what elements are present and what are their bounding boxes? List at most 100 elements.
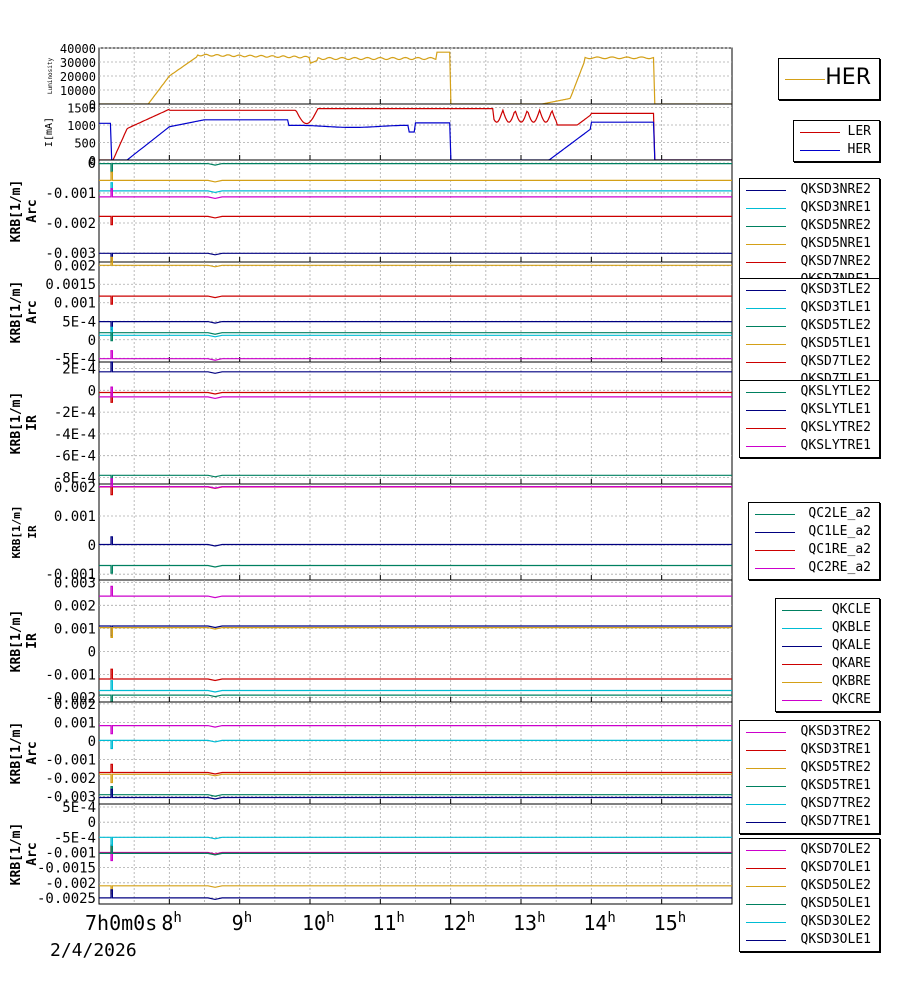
legend-entry: QKSD5NRE2 — [746, 217, 875, 235]
x-tick-hour: 15 — [654, 911, 678, 935]
legend-swatch — [746, 428, 786, 429]
panel-3: 0 -0.001 -0.002 -0.003 KRB[1/m] Arc — [9, 156, 733, 263]
legend-entry: QC2RE_a2 — [755, 559, 875, 577]
legend-entry: QKSD5OLE2 — [746, 877, 875, 895]
y-tick-label: 0.001 — [54, 621, 96, 637]
legend-label: HER — [825, 65, 871, 90]
legend-label: QKSD3TRE1 — [800, 742, 871, 757]
x-tick-hour: 8 — [161, 911, 173, 935]
y-tick-label: -0.001 — [45, 752, 96, 768]
y-tick-label: -0.001 — [45, 186, 96, 202]
panel-frame — [98, 701, 733, 805]
x-tick-unit: h — [173, 910, 181, 926]
legend-swatch — [746, 732, 786, 733]
series-line-qksd5tre2 — [99, 773, 732, 784]
legend-swatch — [746, 190, 786, 191]
legend-entry: QKALE — [782, 637, 875, 655]
x-tick-hour: 9 — [232, 911, 244, 935]
legend-label: QKSLYTLE2 — [800, 384, 871, 399]
legend-entry: QC1LE_a2 — [755, 523, 875, 541]
y-tick-label: 0.001 — [54, 296, 96, 312]
y-tick-label: 40000 — [60, 42, 96, 56]
x-tick-label: 12h — [443, 910, 476, 935]
x-tick-label: 15h — [654, 910, 687, 935]
series-line-qksd5nre2 — [99, 163, 732, 173]
legend-entry: QC2LE_a2 — [755, 505, 875, 523]
legend-entry: QKSD5OLE1 — [746, 895, 875, 913]
legend-swatch — [782, 700, 822, 701]
y-tick-label: -0.001 — [45, 567, 96, 583]
legend-entry: QKARE — [782, 655, 875, 673]
legend-swatch — [782, 682, 822, 683]
x-tick-unit: h — [678, 910, 686, 926]
legend-swatch — [746, 308, 786, 309]
y-tick-label: 30000 — [60, 56, 96, 70]
y-tick-label: -0.001 — [45, 845, 96, 861]
legend-label: QKSD7TRE1 — [800, 814, 871, 829]
series-line-qksd3tre1 — [99, 763, 732, 775]
legend-entry: QKSD7TRE2 — [746, 795, 875, 813]
legend-label: LER — [847, 124, 871, 139]
legend-label: QKARE — [831, 656, 871, 671]
y-tick-label: -5E-4 — [54, 351, 96, 367]
y-tick-label: 0.003 — [54, 575, 96, 591]
y-tick-label: -0.002 — [45, 216, 96, 232]
legend-swatch — [746, 344, 786, 345]
legend-panel-9: QKSD7OLE2 QKSD7OLE1 QKSD5OLE2 QKSD5OLE1 QKSD… — [739, 838, 880, 952]
legend-entry: QKSD3TLE1 — [746, 299, 875, 317]
series-line-qksd3tle2 — [99, 321, 732, 331]
series-line-qksd7tre2 — [99, 739, 732, 750]
y-tick-label: -0.003 — [45, 790, 96, 806]
x-tick-hour: 14 — [583, 911, 607, 935]
y-tick-label: -0.003 — [45, 246, 96, 262]
y-tick-label: 5E-4 — [62, 314, 96, 330]
legend-label: QKBLE — [831, 620, 871, 635]
legend-swatch — [746, 226, 786, 227]
legend-label: QKSD3NRE2 — [800, 182, 871, 197]
legend-entry: QKCRE — [782, 691, 875, 709]
legend-swatch — [782, 610, 822, 611]
y-tick-label: 0.001 — [54, 509, 96, 525]
legend-label: QKSD7OLE1 — [800, 860, 871, 875]
y-tick-label: 0 — [88, 734, 96, 750]
x-tick-hour: 13 — [513, 911, 537, 935]
y-axis-label: KRB[1/m] — [9, 180, 24, 243]
legend-label: QKSD7OLE2 — [800, 842, 871, 857]
legend-entry: QKSD5NRE1 — [746, 235, 875, 253]
legend-panel-4: QKSD3TLE2 QKSD3TLE1 QKSD5TLE2 QKSD5TLE1 QKSD… — [739, 278, 880, 392]
x-tick-unit: h — [396, 910, 404, 926]
panel-9: 5E-40-5E-4-0.001-0.0015-0.002-0.0025 KRB[… — [9, 800, 733, 907]
series-line-qc2re_a2 — [99, 478, 732, 489]
series-line-qkble — [99, 680, 732, 693]
legend-swatch — [785, 79, 825, 80]
x-tick-unit: h — [537, 910, 545, 926]
legend-label: QC2RE_a2 — [808, 560, 871, 575]
x-tick-label: 14h — [583, 910, 616, 935]
legend-swatch — [746, 362, 786, 363]
legend-swatch — [800, 150, 840, 151]
y-tick-label: -6E-4 — [54, 449, 96, 465]
legend-swatch — [746, 822, 786, 823]
y-axis-label: Arc — [25, 199, 40, 222]
y-tick-label: 0.001 — [54, 715, 96, 731]
legend-swatch — [755, 550, 795, 551]
y-axis-label: KRB[1/m] — [9, 722, 24, 785]
series-line-qkslytle1 — [99, 361, 732, 374]
y-tick-label: -5E-4 — [54, 830, 96, 846]
x-tick-unit: h — [467, 910, 475, 926]
y-tick-label: 0 — [89, 98, 96, 112]
panel-2: 1500 1000 500 0 I[mA] — [44, 102, 733, 168]
legend-entry: QKSD7OLE1 — [746, 859, 875, 877]
y-axis-label: I[mA] — [44, 117, 55, 147]
legend-label: QKSLYTLE1 — [800, 402, 871, 417]
legend-entry: QKSD3NRE1 — [746, 199, 875, 217]
x-tick-hour: 11 — [372, 911, 396, 935]
y-tick-label: -2E-4 — [54, 405, 96, 421]
legend-entry: QKSLYTRE1 — [746, 437, 875, 455]
y-tick-label: 1500 — [67, 102, 96, 116]
panel-5: 2E-4 0 -2E-4 -4E-4 -6E-4 -8E-4 KRB[1/m] IR — [9, 361, 733, 486]
legend-swatch — [746, 768, 786, 769]
series-line-her — [99, 119, 732, 161]
x-tick-unit: h — [244, 910, 252, 926]
